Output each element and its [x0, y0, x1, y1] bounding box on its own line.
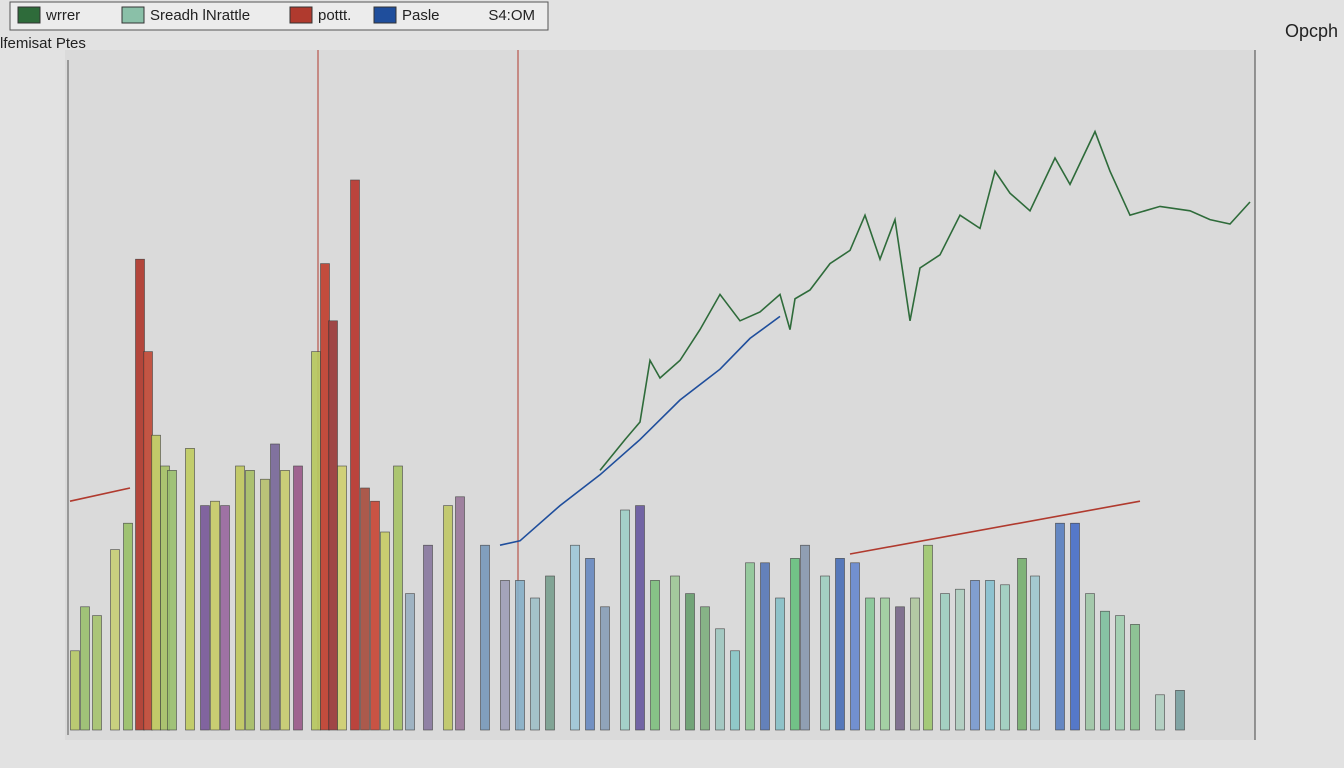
bar: [185, 448, 195, 731]
bar: [800, 544, 810, 731]
bar: [1085, 593, 1095, 731]
bar: [500, 580, 510, 731]
bar: [480, 544, 490, 731]
bar: [311, 351, 321, 731]
bar: [545, 575, 555, 731]
bar: [350, 179, 360, 731]
bar: [423, 544, 433, 731]
bar: [123, 522, 133, 731]
bar: [760, 562, 770, 731]
bar: [328, 320, 338, 731]
bar: [220, 505, 230, 731]
bar: [820, 575, 830, 731]
bar: [380, 531, 390, 731]
bar: [985, 580, 995, 731]
bar: [360, 487, 370, 731]
bar: [910, 597, 920, 731]
bar: [585, 558, 595, 731]
bar: [143, 351, 153, 731]
bar: [745, 562, 755, 731]
bar: [280, 470, 290, 731]
bar: [670, 575, 680, 731]
bar: [210, 500, 220, 731]
legend-swatch: [373, 6, 397, 24]
line: [499, 315, 781, 546]
bar: [135, 258, 145, 731]
bar: [515, 580, 525, 731]
bar: [730, 650, 740, 731]
bar: [70, 650, 80, 731]
bar: [1130, 624, 1140, 731]
bar: [270, 443, 280, 731]
legend-annotation: S4:OM: [488, 7, 535, 24]
bar: [337, 465, 347, 731]
bar: [850, 562, 860, 731]
chart-title: lfemisat Ptes: [0, 35, 86, 52]
legend-label: pottt.: [318, 7, 351, 24]
bar: [650, 580, 660, 731]
line: [599, 129, 1251, 471]
bar: [970, 580, 980, 731]
legend-box: [9, 1, 549, 31]
bar: [455, 496, 465, 731]
bar: [1055, 522, 1065, 731]
bar: [443, 505, 453, 731]
bar: [600, 606, 610, 731]
bar: [1030, 575, 1040, 731]
legend-label: Sreadh lNrattle: [150, 7, 250, 24]
bar: [865, 597, 875, 731]
legend-swatch: [289, 6, 313, 24]
bar: [1115, 615, 1125, 731]
y2-title: Opcph: [1285, 21, 1338, 41]
bar: [393, 465, 403, 731]
bar: [635, 505, 645, 731]
bar: [685, 593, 695, 731]
bar: [835, 558, 845, 731]
bar: [715, 628, 725, 731]
bar: [1017, 558, 1027, 731]
legend-label: wrrer: [45, 7, 80, 24]
bar: [620, 509, 630, 731]
bar: [92, 615, 102, 731]
bar: [370, 500, 380, 731]
bar: [110, 549, 120, 731]
bar: [1155, 694, 1165, 731]
bar: [775, 597, 785, 731]
bar: [570, 544, 580, 731]
bar: [1000, 584, 1010, 731]
bar: [200, 505, 210, 731]
bar: [167, 470, 177, 731]
legend-swatch: [121, 6, 145, 24]
bar: [151, 434, 161, 731]
line: [69, 487, 1141, 555]
marks: [69, 129, 1251, 731]
bar: [320, 263, 330, 731]
legend-label: Pasle: [402, 7, 440, 24]
bar: [880, 597, 890, 731]
bar: [530, 597, 540, 731]
labels: wrrer Sreadh lNrattle pottt. Pasle: [17, 6, 440, 24]
bar: [1100, 610, 1110, 731]
bar: [405, 593, 415, 731]
bar: [1175, 690, 1185, 731]
bar: [700, 606, 710, 731]
bar: [80, 606, 90, 731]
bar: [1070, 522, 1080, 731]
bar: [940, 593, 950, 731]
bar: [923, 544, 933, 731]
bar: [245, 470, 255, 731]
bar: [895, 606, 905, 731]
bar: [955, 588, 965, 731]
legend-swatch: [17, 6, 41, 24]
bar: [790, 558, 800, 731]
bar: [260, 478, 270, 731]
bar: [293, 465, 303, 731]
bar: [235, 465, 245, 731]
